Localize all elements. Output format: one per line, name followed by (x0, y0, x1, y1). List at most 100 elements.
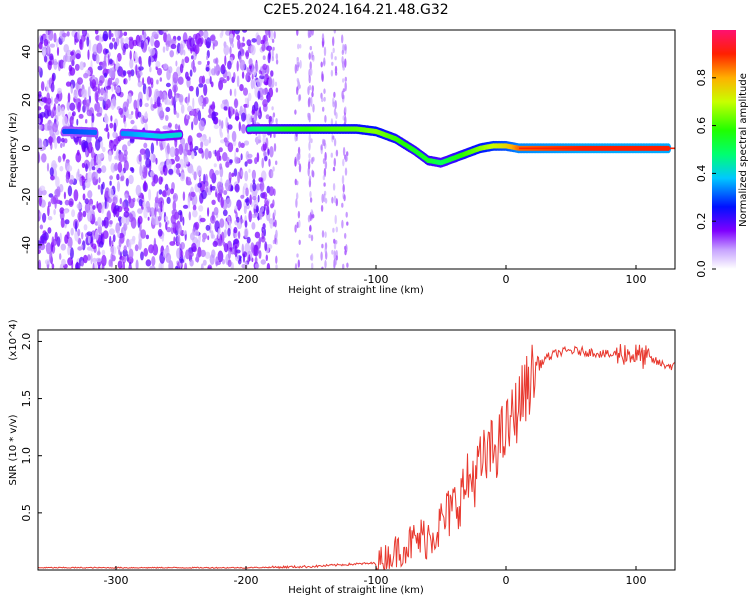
noise-speck (331, 61, 334, 66)
noise-speck (323, 46, 327, 57)
noise-speck (308, 52, 311, 60)
snr-y-multiplier: (x10^4) (8, 319, 19, 360)
noise-speck (95, 139, 101, 151)
noise-speck (165, 106, 171, 112)
noise-speck (203, 30, 209, 39)
noise-speck (109, 58, 113, 65)
noise-speck (98, 177, 101, 184)
noise-speck (40, 81, 45, 92)
spectrogram-y-label: Frequency (Hz) (8, 112, 19, 188)
noise-speck (331, 196, 334, 204)
noise-speck (171, 95, 174, 106)
noise-speck (176, 168, 180, 175)
noise-speck (107, 131, 110, 140)
noise-speck (68, 198, 74, 208)
noise-speck (62, 32, 67, 38)
noise-speck (294, 263, 298, 269)
noise-speck (154, 207, 157, 218)
x-tick-label: 100 (626, 574, 647, 587)
noise-speck (234, 245, 238, 258)
noise-speck (267, 52, 271, 64)
colorbar-tick-label: 0.0 (695, 260, 708, 278)
noise-speck (333, 138, 337, 147)
noise-speck (217, 228, 221, 240)
noise-speck (51, 109, 54, 118)
noise-speck (178, 143, 184, 156)
noise-speck (259, 75, 265, 80)
noise-speck (296, 58, 299, 66)
noise-speck (196, 132, 203, 138)
noise-speck (223, 229, 227, 238)
noise-speck (247, 92, 252, 102)
noise-speck (294, 156, 297, 167)
noise-speck (343, 194, 346, 202)
noise-speck (239, 84, 244, 92)
noise-speck (259, 180, 265, 192)
noise-speck (73, 189, 79, 202)
noise-speck (192, 209, 198, 218)
noise-speck (197, 110, 202, 122)
noise-speck (94, 91, 99, 103)
noise-speck (257, 90, 261, 100)
noise-speck (240, 142, 245, 148)
noise-speck (202, 97, 207, 107)
noise-speck (163, 32, 168, 43)
noise-speck (321, 266, 324, 269)
noise-speck (269, 220, 273, 229)
noise-speck (232, 108, 235, 115)
noise-speck (45, 101, 51, 111)
noise-speck (341, 56, 344, 65)
snr-x-ticks: -300 -200 -100 0 100 (104, 566, 647, 587)
noise-speck (110, 115, 113, 122)
noise-speck (143, 247, 148, 257)
noise-speck (269, 146, 274, 158)
noise-speck (246, 113, 252, 125)
noise-speck (215, 57, 219, 65)
noise-speck (80, 260, 85, 267)
noise-speck (228, 106, 231, 118)
noise-speck (105, 49, 109, 54)
noise-speck (298, 163, 302, 173)
noise-speck (262, 63, 268, 70)
noise-speck (162, 165, 166, 173)
noise-speck (53, 103, 56, 111)
noise-speck (69, 179, 74, 185)
noise-speck (273, 209, 277, 217)
noise-speck (333, 30, 336, 34)
y-tick-label: -20 (20, 188, 33, 206)
noise-speck (180, 104, 185, 114)
noise-speck (123, 245, 127, 252)
noise-speck (323, 167, 327, 178)
noise-speck (77, 30, 81, 40)
noise-speck (123, 31, 128, 36)
noise-speck (248, 58, 253, 66)
noise-speck (237, 231, 241, 239)
noise-speck (189, 141, 193, 152)
noise-speck (55, 105, 62, 117)
noise-speck (43, 139, 47, 150)
noise-speck (205, 37, 212, 49)
noise-speck (188, 211, 191, 221)
noise-speck (110, 245, 117, 256)
noise-speck (86, 246, 93, 251)
noise-speck (165, 221, 168, 231)
noise-speck (135, 184, 142, 197)
noise-speck (125, 177, 129, 187)
noise-speck (246, 236, 251, 244)
x-tick-label: -300 (104, 574, 129, 587)
noise-speck (188, 85, 194, 92)
noise-speck (251, 73, 254, 80)
x-tick-label: -100 (364, 574, 389, 587)
noise-speck (46, 162, 50, 172)
noise-speck (53, 209, 56, 216)
noise-speck (221, 258, 226, 265)
noise-speck (205, 67, 210, 72)
noise-speck (258, 250, 262, 259)
noise-speck (237, 171, 241, 184)
noise-speck (156, 96, 161, 107)
snr-y-ticks: 0.5 1.0 1.5 2.0 (20, 333, 42, 522)
noise-speck (85, 147, 88, 158)
noise-speck (321, 33, 325, 42)
noise-speck (174, 123, 178, 130)
noise-speck (238, 256, 242, 262)
